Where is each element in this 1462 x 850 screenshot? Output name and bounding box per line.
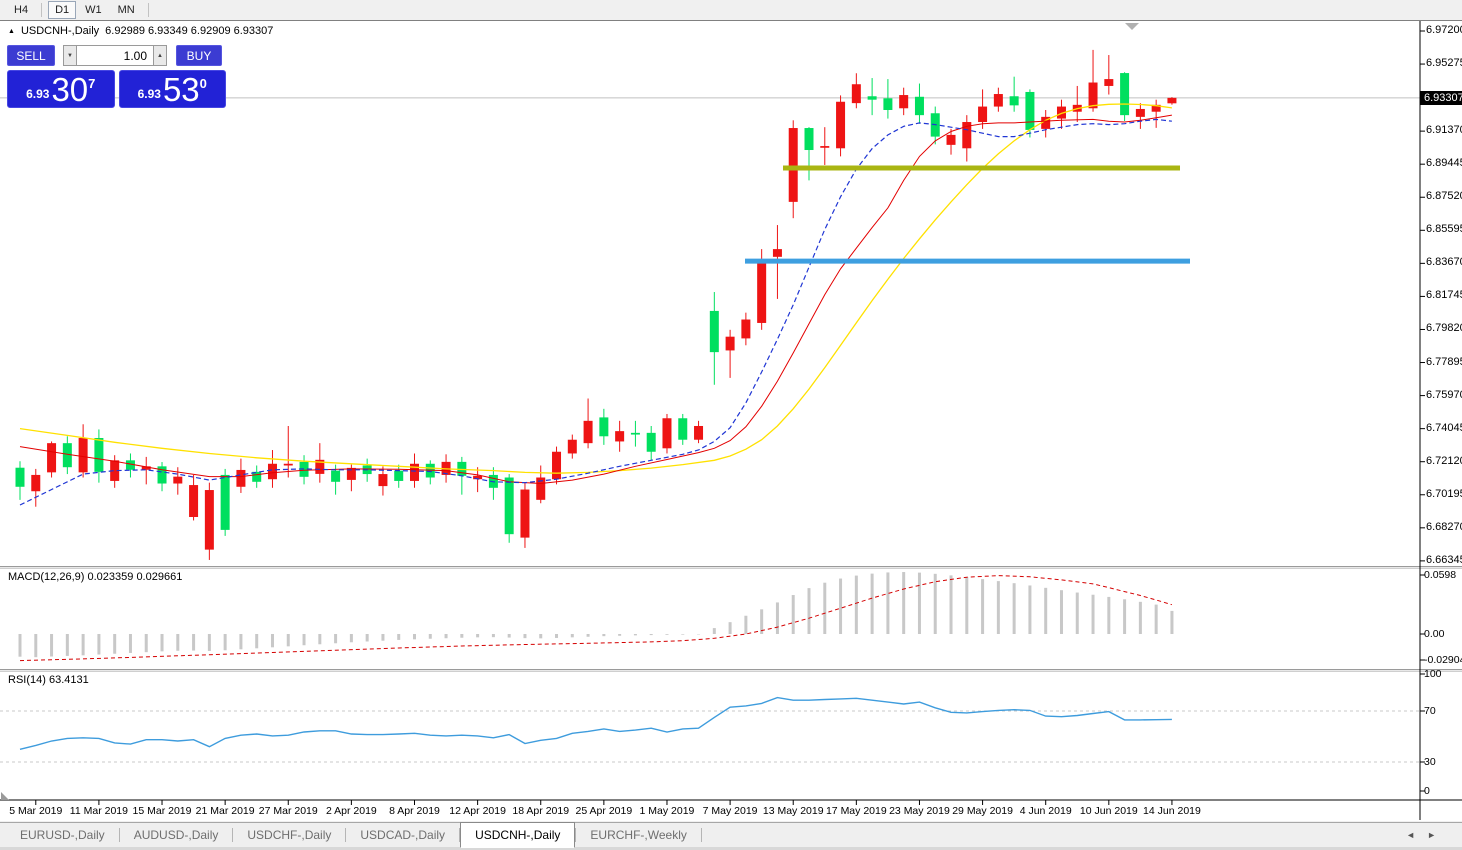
price-tick-label: 6.91370 xyxy=(1426,124,1462,137)
timeframe-button-d1[interactable]: D1 xyxy=(48,1,77,19)
chart-window[interactable] xyxy=(0,20,1462,821)
sell-price-big: 30 xyxy=(51,71,89,108)
price-tick-label: 6.72120 xyxy=(1426,454,1462,467)
timeframe-button-mn[interactable]: MN xyxy=(117,4,135,16)
spin-up-icon: ▲ xyxy=(157,52,163,59)
date-tick-label: 17 May 2019 xyxy=(825,805,887,817)
price-tick-label: 6.79820 xyxy=(1426,322,1462,335)
date-tick-label: 15 Mar 2019 xyxy=(132,805,192,817)
price-tick-label: 6.87520 xyxy=(1426,190,1462,203)
tab-separator xyxy=(575,828,577,842)
collapse-trade-panel-icon[interactable]: ▲ xyxy=(8,27,15,35)
rsi-scale-label: 30 xyxy=(1424,756,1436,768)
buy-price-point: 0 xyxy=(199,76,207,91)
date-tick-label: 2 Apr 2019 xyxy=(325,805,377,817)
tab-separator xyxy=(700,828,702,842)
symbol-period-label: USDCNH-,Daily xyxy=(20,25,100,37)
price-tick-label: 6.89445 xyxy=(1426,157,1462,170)
chart-tab-usdchf-daily[interactable]: USDCHF-,Daily xyxy=(247,828,332,842)
volume-input[interactable]: 1.00 xyxy=(77,45,153,66)
chart-tab-bar: EURUSD-,Daily AUDUSD-,Daily USDCHF-,Daily U… xyxy=(0,822,1462,848)
date-tick-label: 21 Mar 2019 xyxy=(195,805,255,817)
rsi-scale-label: 0 xyxy=(1424,785,1430,797)
volume-increase-button[interactable]: ▲ xyxy=(153,45,167,66)
price-tick-label: 6.97200 xyxy=(1426,24,1462,36)
date-tick-label: 1 May 2019 xyxy=(639,805,695,817)
sell-button[interactable]: SELL xyxy=(7,45,55,66)
window-bottom-edge xyxy=(0,847,1462,850)
timeframe-toolbar: H4 D1 W1 MN xyxy=(0,0,1462,20)
toolbar-separator xyxy=(41,3,43,17)
date-tick-label: 7 May 2019 xyxy=(702,805,758,817)
price-tick-label: 6.77895 xyxy=(1426,355,1462,368)
price-tick-label: 6.74045 xyxy=(1426,421,1462,434)
price-tick-label: 6.70195 xyxy=(1426,487,1462,500)
macd-scale-label: -0.029049 xyxy=(1424,654,1462,666)
macd-indicator-label: MACD(12,26,9) 0.023359 0.029661 xyxy=(8,571,183,583)
price-tick-label: 6.85595 xyxy=(1426,223,1462,236)
rsi-scale-label: 100 xyxy=(1424,668,1442,680)
chart-tab-usdcad-daily[interactable]: USDCAD-,Daily xyxy=(360,828,446,842)
date-tick-label: 14 Jun 2019 xyxy=(1143,805,1201,817)
buy-price-prefix: 6.93 xyxy=(137,87,161,101)
date-tick-label: 18 Apr 2019 xyxy=(512,805,570,817)
tab-separator xyxy=(459,828,461,842)
chart-tab-audusd-daily[interactable]: AUDUSD-,Daily xyxy=(133,828,219,842)
tab-separator xyxy=(118,828,120,842)
tab-scroll-left-icon[interactable]: ◄ xyxy=(1406,830,1416,840)
price-tick-label: 6.95275 xyxy=(1426,57,1462,70)
date-tick-label: 10 Jun 2019 xyxy=(1079,805,1138,817)
date-tick-label: 5 Mar 2019 xyxy=(9,805,63,817)
date-tick-label: 8 Apr 2019 xyxy=(389,805,440,817)
toolbar-separator xyxy=(147,3,149,17)
rsi-panel-splitter[interactable] xyxy=(0,669,1462,672)
timeframe-button-h4[interactable]: H4 xyxy=(14,4,29,16)
buy-button[interactable]: BUY xyxy=(176,45,222,66)
price-tick-label: 6.68270 xyxy=(1426,520,1462,533)
sell-price-point: 7 xyxy=(88,76,96,91)
timeframe-button-w1[interactable]: W1 xyxy=(85,4,102,16)
macd-scale-label: 0.0598 xyxy=(1424,569,1457,581)
tab-separator xyxy=(345,828,347,842)
macd-scale-label: 0.00 xyxy=(1424,628,1445,640)
tab-separator xyxy=(232,828,234,842)
date-tick-label: 29 May 2019 xyxy=(952,805,1013,817)
date-tick-label: 25 Apr 2019 xyxy=(575,805,633,817)
one-click-trade-panel: SELL ▼ 1.00 ▲ BUY 6.93 30 7 6.93 53 0 xyxy=(7,45,226,108)
price-tick-label: 6.81745 xyxy=(1426,289,1462,302)
macd-panel-splitter[interactable] xyxy=(0,566,1462,569)
current-price-tag: 6.93307 xyxy=(1420,90,1462,105)
buy-quote-button[interactable]: 6.93 53 0 xyxy=(118,70,226,108)
rsi-indicator-label: RSI(14) 63.4131 xyxy=(8,674,89,686)
ohlc-values: 6.92989 6.93349 6.92909 6.93307 xyxy=(105,25,274,37)
chart-title: ▲ USDCNH-,Daily 6.92989 6.93349 6.92909 … xyxy=(8,25,273,37)
date-tick-label: 13 May 2019 xyxy=(762,805,824,817)
chart-tab-eurchf-weekly[interactable]: EURCHF-,Weekly xyxy=(590,828,687,842)
buy-price-big: 53 xyxy=(162,71,200,108)
spin-down-icon: ▼ xyxy=(67,52,73,59)
sell-price-prefix: 6.93 xyxy=(26,87,50,101)
date-tick-label: 27 Mar 2019 xyxy=(258,805,318,817)
price-tick-label: 6.75970 xyxy=(1426,388,1462,401)
date-tick-label: 12 Apr 2019 xyxy=(449,805,506,817)
tab-scroll-right-icon[interactable]: ► xyxy=(1427,830,1436,840)
date-tick-label: 4 Jun 2019 xyxy=(1019,805,1072,817)
date-tick-label: 11 Mar 2019 xyxy=(69,805,128,817)
volume-decrease-button[interactable]: ▼ xyxy=(63,45,77,66)
chart-tab-usdcnh-daily[interactable]: USDCNH-,Daily xyxy=(460,822,576,848)
price-tick-label: 6.83670 xyxy=(1426,256,1462,269)
sell-quote-button[interactable]: 6.93 30 7 xyxy=(7,70,115,108)
rsi-scale-label: 70 xyxy=(1424,705,1436,717)
price-tick-label: 6.66345 xyxy=(1426,553,1462,566)
chart-tab-eurusd-daily[interactable]: EURUSD-,Daily xyxy=(20,828,105,842)
date-tick-label: 23 May 2019 xyxy=(889,805,950,817)
